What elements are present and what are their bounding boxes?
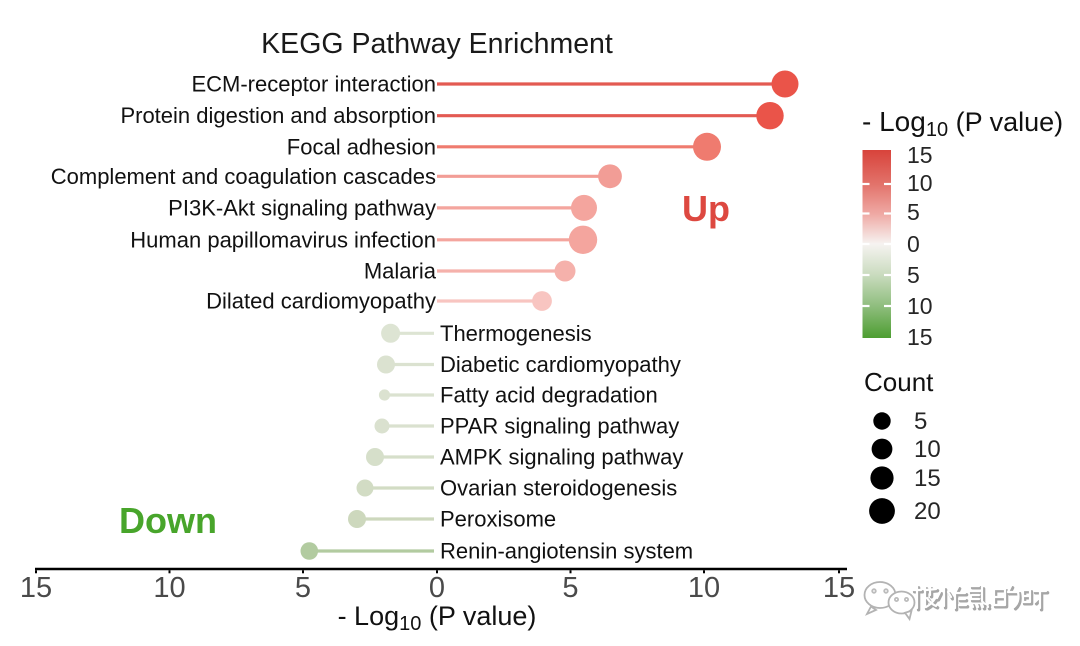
svg-text:Diabetic cardiomyopathy: Diabetic cardiomyopathy	[440, 352, 681, 377]
svg-text:5: 5	[907, 262, 920, 288]
svg-text:Focal adhesion: Focal adhesion	[287, 134, 436, 159]
svg-text:- Log10 (P value): - Log10 (P value)	[862, 106, 1063, 141]
svg-text:Peroxisome: Peroxisome	[440, 507, 556, 532]
svg-text:20: 20	[914, 498, 941, 525]
svg-text:10: 10	[907, 170, 933, 196]
svg-text:0: 0	[429, 572, 445, 604]
svg-text:10: 10	[153, 572, 185, 604]
svg-text:ECM-receptor interaction: ECM-receptor interaction	[191, 72, 436, 97]
svg-text:5: 5	[907, 199, 920, 225]
svg-text:Up: Up	[682, 188, 730, 229]
svg-text:Protein digestion and absorpti: Protein digestion and absorption	[120, 103, 436, 128]
svg-text:Thermogenesis: Thermogenesis	[440, 321, 592, 346]
svg-text:AMPK signaling pathway: AMPK signaling pathway	[440, 445, 683, 470]
svg-text:15: 15	[907, 324, 933, 350]
svg-text:15: 15	[907, 142, 933, 168]
svg-text:Fatty acid degradation: Fatty acid degradation	[440, 383, 658, 408]
svg-text:Complement and coagulation cas: Complement and coagulation cascades	[51, 164, 436, 189]
svg-text:15: 15	[914, 465, 941, 492]
svg-text:Count: Count	[864, 367, 934, 397]
svg-text:Human papillomavirus infection: Human papillomavirus infection	[130, 227, 436, 252]
svg-text:10: 10	[914, 436, 941, 463]
svg-text:Renin-angiotensin system: Renin-angiotensin system	[440, 539, 693, 564]
svg-text:PPAR signaling pathway: PPAR signaling pathway	[440, 414, 679, 439]
svg-text:15: 15	[823, 572, 855, 604]
svg-text:5: 5	[914, 408, 927, 435]
svg-text:10: 10	[907, 293, 933, 319]
svg-text:PI3K-Akt signaling pathway: PI3K-Akt signaling pathway	[168, 195, 436, 220]
svg-text:KEGG Pathway Enrichment: KEGG Pathway Enrichment	[261, 28, 613, 60]
svg-text:- Log10 (P value): - Log10 (P value)	[338, 601, 537, 635]
svg-text:Down: Down	[119, 500, 217, 541]
svg-text:15: 15	[20, 572, 52, 604]
svg-text:Malaria: Malaria	[364, 259, 437, 284]
svg-text:Ovarian steroidogenesis: Ovarian steroidogenesis	[440, 476, 677, 501]
svg-text:Dilated cardiomyopathy: Dilated cardiomyopathy	[206, 289, 436, 314]
svg-text:5: 5	[295, 572, 311, 604]
svg-text:0: 0	[907, 231, 920, 257]
svg-text:5: 5	[562, 572, 578, 604]
svg-text:10: 10	[688, 572, 720, 604]
